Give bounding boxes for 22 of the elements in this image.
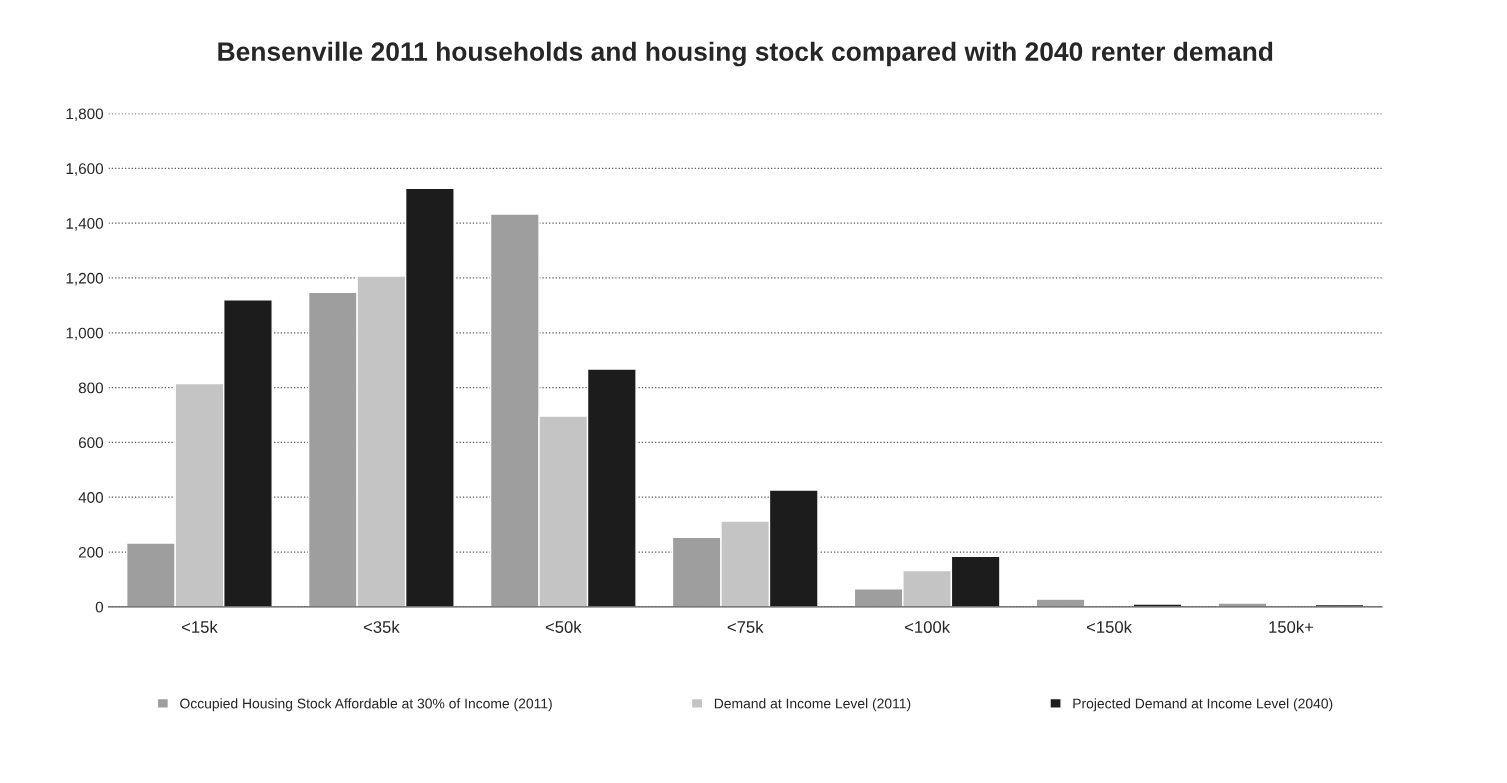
x-tick-label: <100k — [905, 620, 951, 633]
legend-label: Projected Demand at Income Level (2040) — [1073, 698, 1333, 712]
y-tick-label: 1,400 — [66, 218, 104, 231]
bar — [1035, 598, 1086, 607]
x-tick-label: <75k — [727, 620, 764, 633]
legend-label: Occupied Housing Stock Affordable at 30% of Income (2011) — [180, 698, 552, 712]
x-tick-label: <150k — [1086, 620, 1133, 633]
y-tick-label: 1,600 — [66, 163, 104, 176]
x-tick-label: <15k — [181, 620, 218, 633]
x-tick-label: <35k — [363, 620, 400, 633]
y-tick-label: 600 — [78, 437, 104, 449]
x-tick-label: <50k — [545, 620, 582, 633]
chart-title: Bensenville 2011 households and housing stock compared with 2040 renter demand — [218, 41, 1273, 67]
y-tick-label: 800 — [78, 382, 104, 394]
legend-label: Demand at Income Level (2011) — [714, 698, 911, 712]
y-tick-label: 1,800 — [66, 108, 104, 122]
y-tick-label: 200 — [78, 546, 104, 558]
y-tick-label: 1,000 — [66, 327, 104, 341]
y-tick-label: 1,200 — [66, 272, 104, 286]
y-tick-label: 0 — [95, 601, 104, 613]
x-tick-label: 150k+ — [1269, 620, 1314, 633]
y-tick-label: 400 — [78, 492, 104, 503]
